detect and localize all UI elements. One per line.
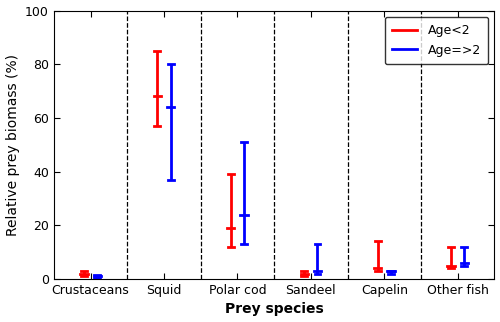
- X-axis label: Prey species: Prey species: [225, 302, 324, 317]
- Legend: Age<2, Age=>2: Age<2, Age=>2: [385, 17, 488, 64]
- Y-axis label: Relative prey biomass (%): Relative prey biomass (%): [6, 54, 20, 236]
